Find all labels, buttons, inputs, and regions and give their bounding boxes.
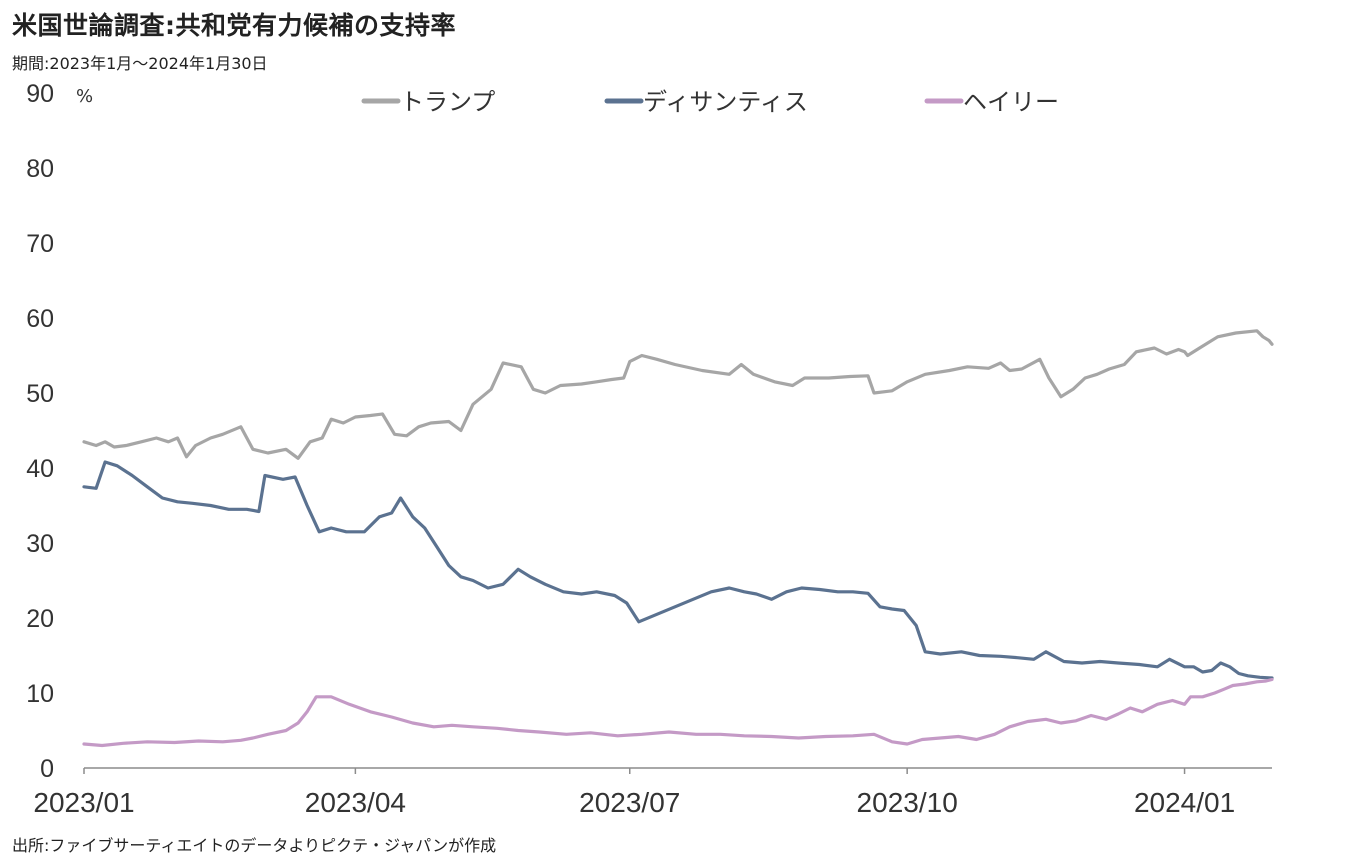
series-line-ディサンティス [82,460,1274,680]
x-tick-label: 2024/01 [1134,787,1235,818]
x-tick-label: 2023/07 [579,787,680,818]
y-tick-label: 0 [40,755,54,783]
y-unit-label: % [76,86,93,107]
y-tick-label: 90 [26,80,54,108]
y-tick-label: 50 [26,380,54,408]
x-tick-label: 2023/01 [33,787,134,818]
legend-label: ヘイリー [963,88,1059,116]
chart-title: 米国世論調査:共和党有力候補の支持率 [12,11,456,40]
y-tick-label: 10 [26,680,54,708]
legend: トランプ ディサンティス ヘイリー [361,88,1059,116]
legend-label: トランプ [400,88,495,116]
legend-label: ディサンティス [643,88,808,116]
source-note: 出所:ファイブサーティエイトのデータよりピクテ・ジャパンが作成 [12,836,497,855]
series-lines [82,329,1274,748]
x-tick-label: 2023/04 [305,787,406,818]
y-tick-label: 40 [26,455,54,483]
chart-subtitle: 期間:2023年1月～2024年1月30日 [12,54,268,73]
y-tick-label: 80 [26,155,54,183]
y-tick-label: 30 [26,530,54,558]
y-tick-label: 20 [26,605,54,633]
y-tick-label: 70 [26,230,54,258]
x-tick-label: 2023/10 [857,787,958,818]
y-tick-label: 60 [26,305,54,333]
series-line-ヘイリー [82,677,1274,748]
x-axis: 2023/01 2023/04 2023/07 2023/10 2024/01 [33,767,1272,818]
series-line-トランプ [82,329,1274,460]
y-axis: 0 10 20 30 40 50 60 70 80 90% [26,80,93,783]
